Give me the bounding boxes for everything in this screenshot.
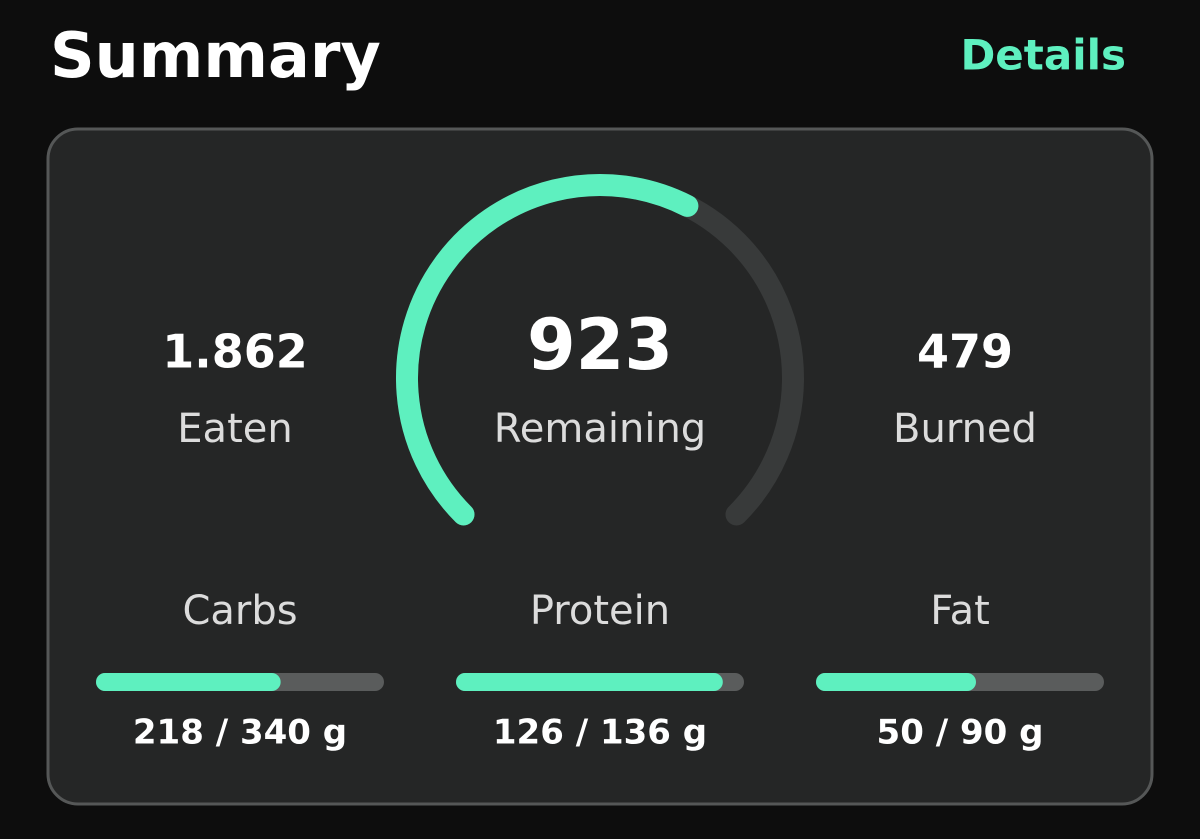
summary-card	[46, 127, 1154, 806]
card-content: 1.862 Eaten 923 Remaining 479 Burned Carbs 218 …	[96, 174, 1104, 753]
macro-label: 50 / 90 g	[877, 713, 1044, 753]
burned-caption: Burned	[893, 406, 1037, 452]
title: Summary	[50, 19, 381, 92]
macro-name: Carbs	[182, 588, 297, 634]
remaining-caption: Remaining	[494, 406, 706, 452]
macro-progress	[96, 673, 281, 691]
macro-progress	[456, 673, 723, 691]
burned-value: 479	[917, 325, 1013, 379]
macro-progress	[816, 673, 976, 691]
macro-name: Protein	[530, 588, 670, 634]
remaining-value: 923	[527, 304, 673, 386]
eaten-value: 1.862	[162, 325, 308, 379]
macro-label: 126 / 136 g	[493, 713, 707, 753]
details-link[interactable]: Details	[960, 31, 1126, 80]
gauge-progress	[396, 174, 699, 526]
macro-label: 218 / 340 g	[133, 713, 347, 753]
eaten-caption: Eaten	[177, 406, 292, 452]
macro-name: Fat	[930, 588, 990, 634]
